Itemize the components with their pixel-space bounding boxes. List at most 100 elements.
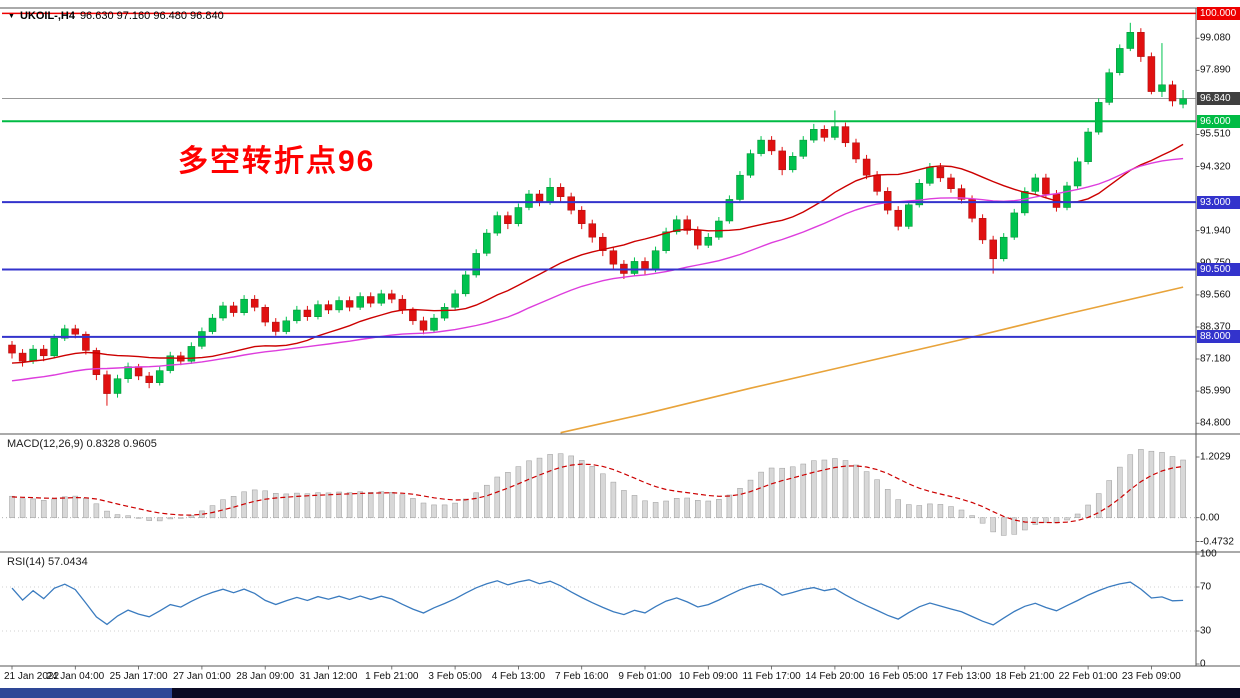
rsi-panel-layer: [2, 579, 1196, 632]
candle: [493, 215, 502, 234]
macd-histogram-bar: [1095, 493, 1102, 518]
macd-histogram-bar: [684, 497, 690, 518]
macd-histogram-bar: [747, 479, 754, 518]
macd-histogram-bar: [884, 489, 891, 518]
macd-histogram-bar: [336, 491, 342, 518]
candle: [1158, 84, 1166, 92]
macd-histogram-bar: [1085, 504, 1091, 519]
candle: [852, 142, 860, 160]
candle: [261, 307, 269, 323]
macd-histogram-bar: [969, 515, 975, 518]
candle: [556, 187, 565, 197]
candle: [303, 309, 312, 317]
candle: [1126, 32, 1135, 49]
candle: [957, 188, 966, 200]
candle: [810, 129, 818, 141]
macd-histogram-bar: [906, 504, 912, 518]
macd-histogram-bar: [1159, 452, 1165, 518]
macd-histogram-bar: [262, 490, 268, 518]
macd-histogram-bar: [726, 494, 733, 518]
candle: [18, 352, 27, 362]
candle: [947, 177, 955, 189]
candle: [345, 300, 354, 308]
macd-histogram-bar: [811, 460, 817, 518]
candle: [219, 305, 227, 319]
candle: [757, 139, 765, 154]
taskbar[interactable]: [0, 688, 1240, 698]
candle: [282, 320, 291, 332]
macd-histogram-bar: [9, 495, 15, 518]
macd-histogram-bar: [304, 493, 311, 518]
macd-histogram-bar: [209, 505, 216, 519]
candle: [1042, 177, 1050, 195]
macd-histogram-bar: [399, 494, 406, 518]
candle: [1010, 212, 1019, 238]
candle: [1084, 131, 1092, 162]
macd-histogram-bar: [30, 498, 36, 518]
macd-histogram-bar: [979, 517, 986, 524]
macd-histogram-bar: [557, 453, 564, 518]
macd-histogram-bar: [652, 502, 659, 518]
candle: [430, 317, 438, 331]
candle: [725, 199, 734, 222]
candle: [883, 191, 892, 211]
macd-histogram-bar: [83, 498, 89, 519]
macd-histogram-bar: [758, 471, 764, 518]
candle: [641, 261, 649, 270]
candle: [567, 196, 575, 211]
macd-histogram-bar: [484, 484, 490, 518]
macd-histogram-bar: [631, 495, 638, 518]
candle: [926, 166, 934, 184]
candle: [1105, 72, 1113, 103]
candle: [208, 317, 217, 332]
symbol-dropdown-icon[interactable]: ▼: [8, 12, 15, 20]
candle: [71, 328, 80, 335]
candle: [166, 355, 175, 371]
candle: [683, 219, 691, 231]
candle: [694, 230, 702, 246]
candle: [250, 298, 259, 308]
macd-histogram-bar: [1064, 517, 1070, 521]
candle: [799, 139, 808, 157]
candle: [1147, 56, 1156, 92]
rsi-indicator-label: RSI(14) 57.0434: [7, 556, 88, 568]
macd-histogram-bar: [494, 476, 501, 518]
macd-histogram-bar: [367, 492, 374, 518]
candle: [820, 129, 829, 138]
macd-histogram-bar: [251, 489, 258, 519]
macd-histogram-bar: [1011, 517, 1018, 535]
candle: [1063, 185, 1071, 208]
macd-histogram-bar: [853, 464, 859, 518]
macd-histogram-bar: [895, 499, 901, 518]
macd-histogram-bar: [789, 466, 796, 518]
candle: [198, 331, 206, 347]
rsi-line: [11, 579, 1184, 626]
ma-long-line: [560, 286, 1184, 434]
taskbar-start-segment[interactable]: [0, 688, 172, 698]
macd-histogram-bar: [1117, 466, 1123, 518]
macd-histogram-bar: [716, 499, 722, 518]
chart-title-bar: ▼ UKOIL-,H4 96.630 97.160 96.480 96.840: [8, 10, 224, 22]
macd-histogram-bar: [916, 505, 923, 518]
candle: [504, 215, 512, 224]
macd-histogram-bar: [346, 492, 353, 518]
macd-histogram-bar: [1074, 513, 1081, 518]
macd-histogram-bar: [874, 479, 880, 518]
candle: [651, 250, 660, 270]
macd-histogram-bar: [357, 491, 363, 518]
macd-histogram-bar: [568, 455, 574, 519]
candle: [841, 126, 850, 144]
macd-histogram-bar: [927, 503, 933, 518]
candle: [82, 333, 90, 351]
macd-histogram-bar: [104, 510, 110, 519]
candle: [936, 166, 945, 179]
macd-histogram-bar: [600, 473, 606, 518]
candle: [905, 204, 913, 227]
candle: [525, 193, 533, 208]
macd-histogram-bar: [1127, 454, 1134, 518]
candle: [409, 309, 417, 322]
candle: [124, 366, 132, 379]
candle: [630, 261, 639, 274]
macd-histogram-bar: [937, 504, 944, 518]
